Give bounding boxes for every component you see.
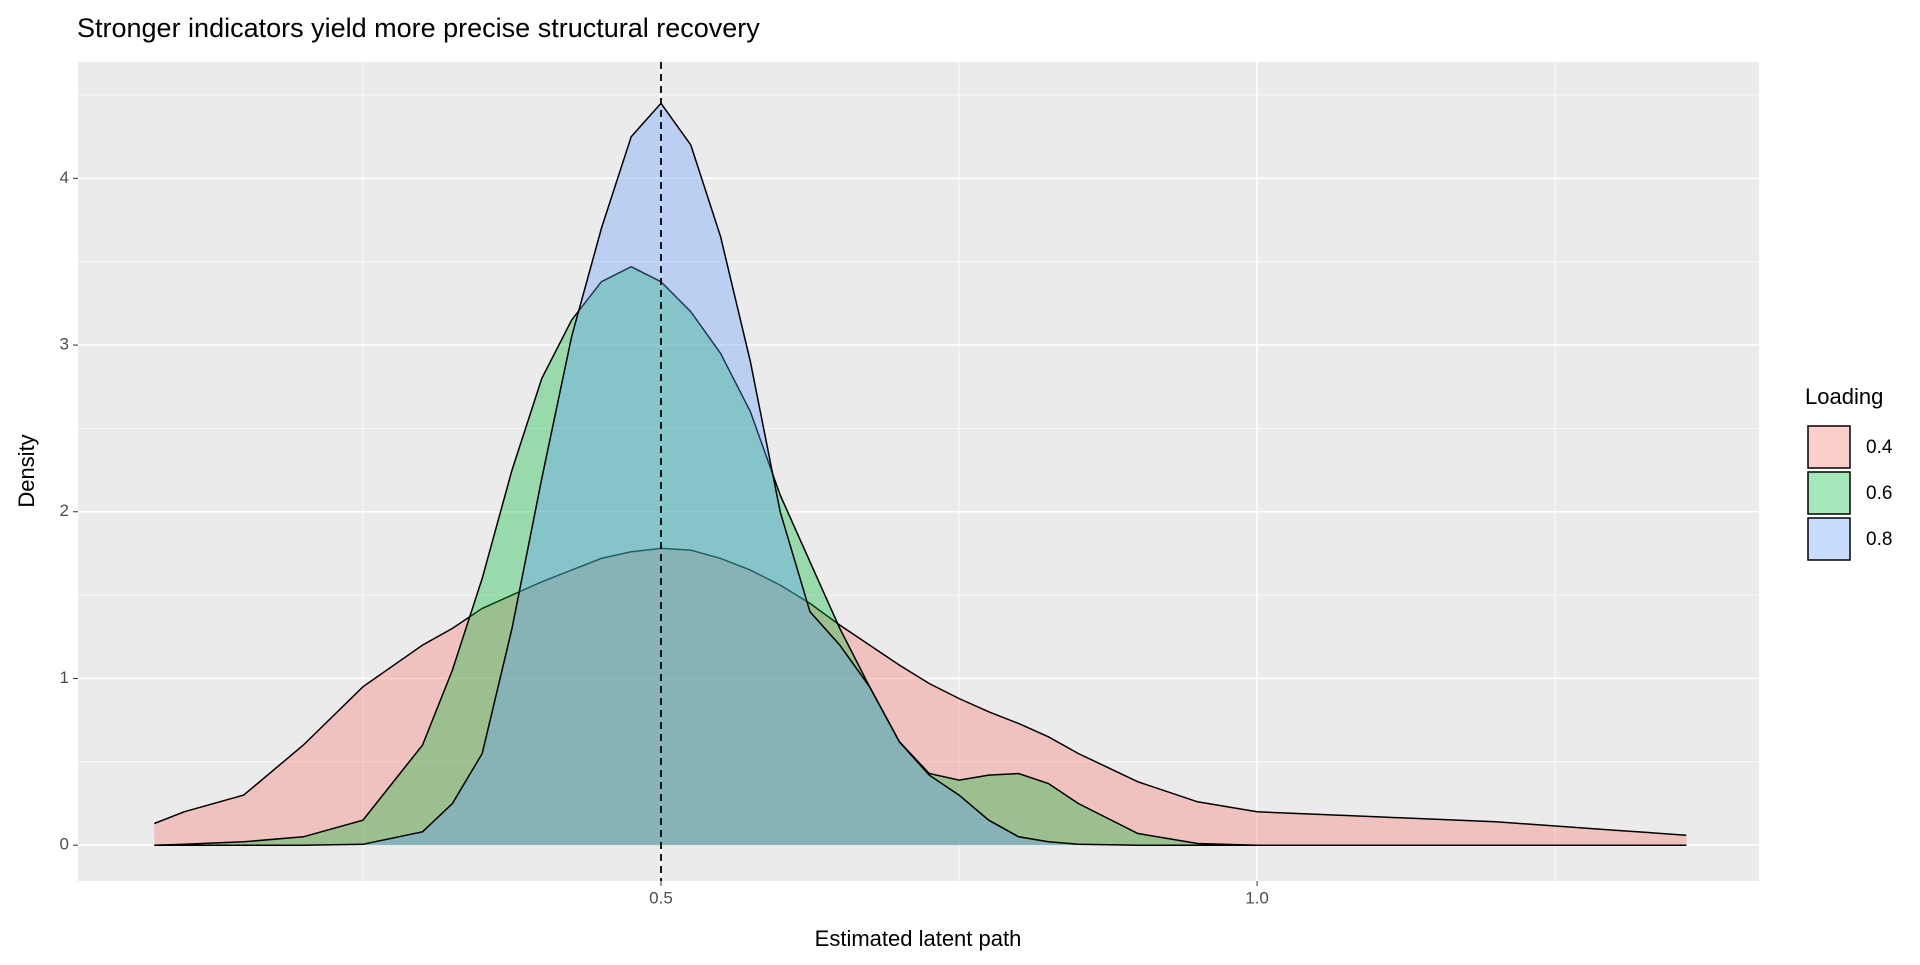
density-area	[154, 103, 1687, 846]
plot-panel	[78, 62, 1759, 881]
y-tick-label: 0	[60, 835, 69, 854]
legend-title: Loading	[1805, 384, 1883, 409]
density-area	[154, 548, 1687, 846]
y-tick-label: 3	[60, 335, 69, 354]
legend-label: 0.8	[1866, 529, 1892, 550]
legend-key	[1807, 425, 1851, 469]
x-axis-title: Estimated latent path	[815, 926, 1022, 951]
x-tick-label: 1.0	[1245, 888, 1269, 907]
y-tick-label: 1	[60, 668, 69, 687]
legend-key	[1807, 471, 1851, 515]
density-curve	[154, 265, 1687, 846]
chart-title: Stronger indicators yield more precise s…	[77, 13, 760, 43]
x-tick-label: 0.5	[649, 888, 673, 907]
legend-key	[1807, 517, 1851, 561]
legend-label: 0.4	[1866, 437, 1893, 458]
y-tick-label: 4	[60, 168, 69, 187]
density-curve	[154, 547, 1687, 836]
density-curve	[154, 102, 1687, 846]
y-tick-label: 2	[60, 501, 69, 520]
legend-label: 0.6	[1866, 483, 1892, 504]
y-axis-title: Density	[14, 434, 39, 507]
density-area	[154, 266, 1687, 846]
